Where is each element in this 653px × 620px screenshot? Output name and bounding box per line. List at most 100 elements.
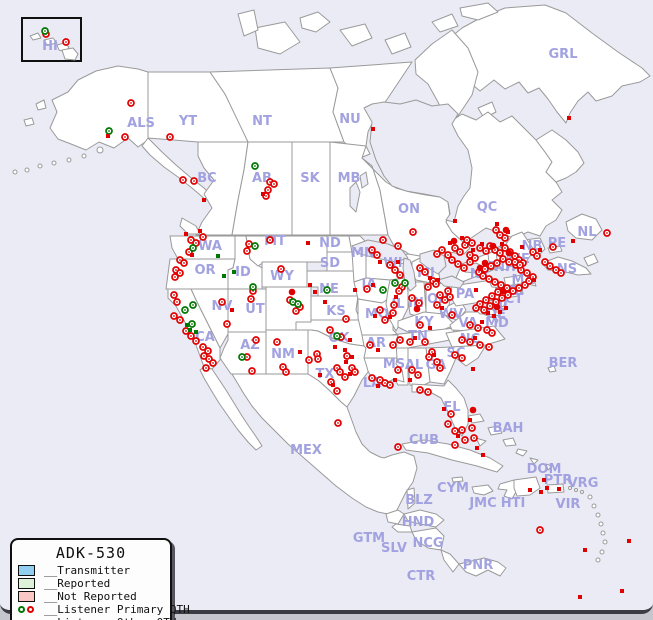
listener-primary-marker [376,306,384,314]
listener-other-marker [318,373,322,377]
region-label-TX: TX [316,367,335,382]
region-ELS [459,2,499,21]
listener-other-marker [620,589,624,593]
region-ARC [254,21,301,55]
listener-primary-marker [334,419,342,427]
region-label-ON: ON [398,202,420,217]
listener-other-marker [230,308,234,312]
region-label-NL: NL [577,225,596,240]
region-BRG [23,117,35,127]
listener-primary-marker [416,321,424,329]
listener-other-marker [408,378,412,382]
listener-primary-marker [305,356,313,364]
listener-other-marker [396,260,400,264]
listener-other-marker [350,355,354,359]
listener-primary-marker [351,368,359,376]
listener-cluster-marker [450,237,458,245]
listener-other-marker [348,372,352,376]
listener-primary-marker [187,332,195,340]
legend-title: ADK-530 [55,544,127,562]
listener-other-marker [308,283,312,287]
region-ALS [37,163,43,169]
listener-primary-marker [603,229,611,237]
listener-other-marker [106,134,110,138]
listener-primary-marker [333,387,341,395]
listener-primary-marker [451,244,459,252]
region-label-BC: BC [197,171,216,186]
region-ALS [24,167,30,173]
region-label-BER: BER [549,356,578,371]
listener-primary-marker [381,316,389,324]
region-JMC [471,484,494,496]
listener-primary-marker [408,294,416,302]
region-BLZ [406,487,416,510]
legend-row-listener-primary: __Listener Primary QTH [18,603,190,616]
listener-primary-marker [223,320,231,328]
listener-other-marker [376,348,380,352]
listener-other-marker [486,311,490,315]
listener-other-marker [567,116,571,120]
listener-other-marker [185,323,189,327]
region-label-NV: NV [212,299,233,314]
listener-primary-marker [557,269,565,277]
listener-other-marker [348,338,352,342]
region-BAH [487,425,503,436]
listener-primary-marker [415,299,423,307]
region-SLV [391,523,413,533]
listener-primary-marker [501,234,509,242]
listener-other-marker [442,407,446,411]
region-label-MD: MD [485,316,509,331]
region-BAH [475,437,487,447]
listener-other-marker [222,274,226,278]
region-label-PNR: PNR [463,558,493,573]
listener-other-marker [190,253,194,257]
region-ELS [431,13,459,33]
listener-other-marker [627,539,631,543]
listener-primary-marker [173,298,181,306]
listener-primary-marker [488,329,496,337]
region-BAH [515,448,528,457]
listener-other-marker [520,245,524,249]
region-label-UT: UT [245,302,265,317]
listener-primary-marker [444,287,452,295]
region-ALS [51,160,57,166]
listener-primary-marker [479,272,487,280]
listener-primary-marker [294,300,302,308]
listener-other-marker [456,434,460,438]
listener-other-marker [393,378,397,382]
region-VIR [568,486,572,490]
listener-other-marker [571,239,575,243]
region-NS [583,253,599,267]
listener-primary-marker [391,279,399,287]
listener-other-marker [583,548,587,552]
region-label-NCG: NCG [412,536,443,551]
region-ALS [12,169,18,175]
region-label-QC: QC [477,200,498,215]
listener-other-marker [460,236,464,240]
listener-primary-marker [248,367,256,375]
legend-row-not-reported: __Not Reported [18,590,164,603]
listener-other-marker [492,314,496,318]
listener-primary-marker [188,320,196,328]
listener-primary-marker [461,436,469,444]
listener-primary-marker [391,266,399,274]
region-label-PA: PA [456,287,474,302]
legend-row-reported: __Reported [18,577,164,590]
region-label-CA: CA [195,330,215,345]
legend-label: __Not Reported [44,590,137,603]
region-label-CYM: CYM [437,481,469,496]
listener-primary-marker [41,27,49,35]
listener-primary-marker [424,283,432,291]
region-BAH [502,437,517,447]
region-ALS [66,157,72,163]
listener-primary-marker [486,302,494,310]
listener-cluster-marker [502,226,510,234]
region-label-CUB: CUB [409,433,439,448]
listener-other-marker [475,446,479,450]
listener-primary-marker [181,306,189,314]
region-BAH [529,457,539,465]
listener-primary-marker [266,236,274,244]
listener-other-marker [440,306,444,310]
listener-cluster-marker [499,287,507,295]
